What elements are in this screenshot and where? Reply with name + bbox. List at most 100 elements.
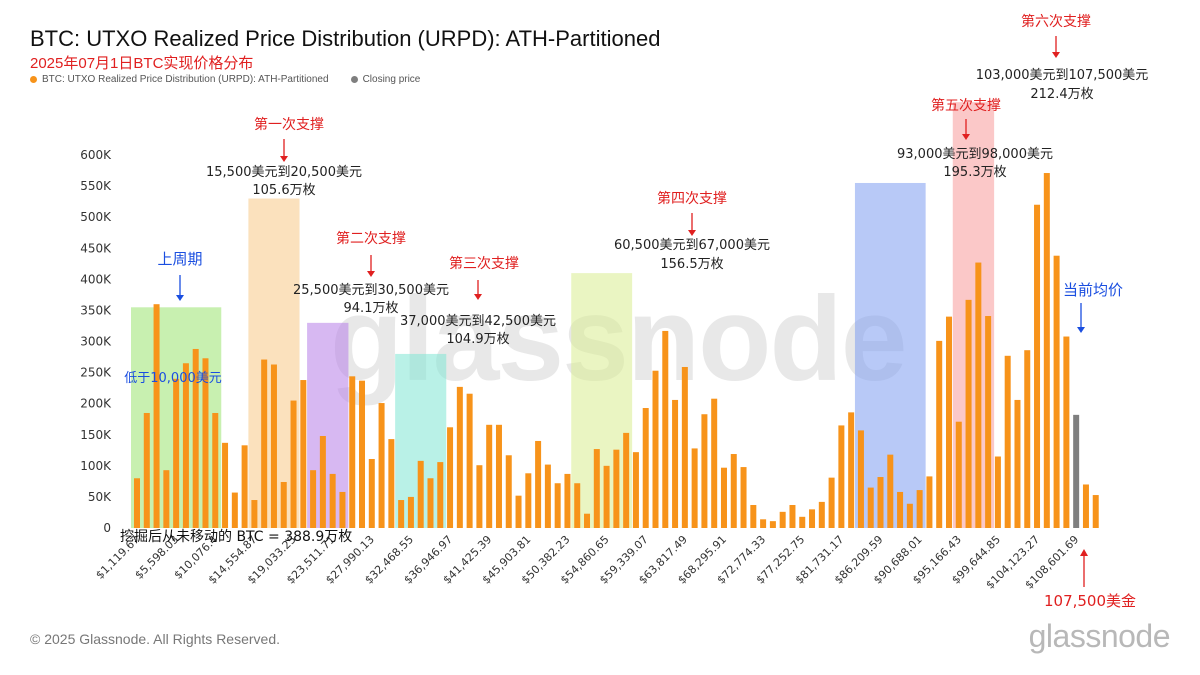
urpd-bar — [339, 491, 346, 528]
support-qty-2: 94.1万枚 — [344, 301, 399, 316]
urpd-bar — [466, 393, 473, 528]
urpd-bar — [368, 458, 375, 528]
urpd-bar — [877, 477, 884, 528]
legend-label: BTC: UTXO Realized Price Distribution (U… — [42, 74, 329, 85]
urpd-bar — [388, 439, 395, 528]
y-tick-label: 150K — [80, 428, 112, 442]
urpd-bar — [437, 462, 444, 528]
urpd-bar — [1004, 355, 1011, 528]
y-tick-label: 450K — [80, 241, 112, 255]
urpd-bar — [143, 412, 150, 528]
urpd-bar — [270, 364, 277, 528]
urpd-bar — [975, 262, 982, 528]
legend: BTC: UTXO Realized Price Distribution (U… — [30, 74, 420, 85]
urpd-bar — [1082, 484, 1089, 528]
urpd-bar — [691, 448, 698, 528]
urpd-bar — [359, 380, 366, 528]
y-tick-label: 100K — [80, 459, 112, 473]
y-tick-label: 250K — [80, 366, 112, 380]
urpd-bar — [681, 366, 688, 528]
arrow-down-icon-head — [280, 156, 288, 162]
urpd-bar — [1034, 204, 1041, 528]
support-qty-4: 156.5万枚 — [660, 257, 723, 272]
urpd-bar — [192, 348, 199, 528]
below-10k-label: 低于10,000美元 — [124, 371, 222, 386]
arrow-down-icon-head — [962, 134, 970, 140]
urpd-bar — [495, 424, 502, 528]
previous-cycle-label: 上周期 — [157, 250, 202, 268]
y-tick-label: 300K — [80, 335, 112, 349]
urpd-bar — [251, 500, 258, 528]
urpd-bar — [1014, 399, 1021, 528]
urpd-bar — [848, 412, 855, 528]
support-range-1: 15,500美元到20,500美元 — [206, 165, 362, 180]
urpd-bar — [584, 513, 591, 528]
urpd-bar — [407, 496, 414, 528]
legend-dot-icon — [350, 76, 358, 83]
urpd-bar — [212, 412, 219, 528]
urpd-bar — [701, 414, 708, 528]
legend-item-closing-price[interactable]: Closing price — [350, 74, 421, 85]
support-label-3: 第三次支撑 — [449, 255, 519, 272]
urpd-bar — [182, 363, 189, 528]
urpd-bar — [809, 509, 816, 528]
support-qty-6: 212.4万枚 — [1030, 87, 1093, 102]
urpd-bar — [838, 425, 845, 528]
urpd-bar — [789, 504, 796, 528]
support-range-3: 37,000美元到42,500美元 — [400, 314, 556, 329]
support-qty-3: 104.9万枚 — [446, 332, 509, 347]
price-107500-label: 107,500美金 — [1044, 592, 1136, 610]
urpd-bar — [916, 490, 923, 528]
current-average-price-label: 当前均价 — [1063, 281, 1123, 299]
urpd-bar — [163, 470, 170, 528]
support-qty-5: 195.3万枚 — [943, 165, 1006, 180]
glassnode-logo: glassnode — [1028, 618, 1171, 654]
urpd-bar — [799, 516, 806, 528]
urpd-bar — [1092, 495, 1099, 528]
urpd-bar — [476, 465, 483, 528]
urpd-bar — [955, 421, 962, 528]
urpd-bar — [632, 452, 639, 528]
urpd-bar — [427, 478, 434, 528]
urpd-bar — [134, 478, 140, 528]
urpd-bar — [1024, 350, 1031, 528]
arrow-down-icon-head — [176, 295, 184, 301]
legend-label: Closing price — [362, 74, 421, 85]
urpd-bar — [505, 455, 512, 528]
y-tick-label: 50K — [88, 490, 112, 504]
arrow-down-icon-head — [1052, 52, 1060, 58]
urpd-bar — [231, 492, 238, 528]
urpd-bar — [720, 467, 727, 528]
y-tick-label: 350K — [80, 303, 112, 317]
support-label-2: 第二次支撑 — [336, 230, 406, 247]
urpd-bar — [574, 483, 581, 528]
urpd-bar — [153, 304, 160, 528]
urpd-bar — [945, 316, 952, 528]
urpd-bar — [760, 519, 767, 528]
urpd-bar — [564, 473, 571, 528]
urpd-bar — [535, 440, 542, 528]
urpd-bar — [515, 495, 522, 528]
y-tick-label: 200K — [80, 397, 112, 411]
urpd-bar — [906, 503, 913, 528]
urpd-bar — [310, 470, 317, 528]
urpd-bar — [828, 477, 835, 528]
legend-item-urpd[interactable]: BTC: UTXO Realized Price Distribution (U… — [30, 74, 329, 85]
chart-subtitle: 2025年07月1日BTC实现价格分布 — [30, 55, 254, 72]
urpd-bar — [525, 473, 532, 528]
urpd-bar — [280, 481, 287, 528]
arrow-down-icon-head — [688, 230, 696, 236]
arrow-down-icon-head — [474, 294, 482, 300]
urpd-bar — [623, 432, 630, 528]
urpd-bar — [300, 380, 307, 528]
urpd-bar — [544, 464, 551, 528]
legend-dot-icon — [30, 76, 37, 83]
urpd-bar — [486, 424, 493, 528]
urpd-bar — [750, 504, 757, 528]
urpd-bar — [456, 386, 463, 528]
support-range-4: 60,500美元到67,000美元 — [614, 238, 770, 253]
urpd-bar — [926, 476, 933, 528]
urpd-bar — [985, 316, 992, 528]
urpd-bar — [867, 487, 874, 528]
urpd-bar — [290, 400, 297, 528]
